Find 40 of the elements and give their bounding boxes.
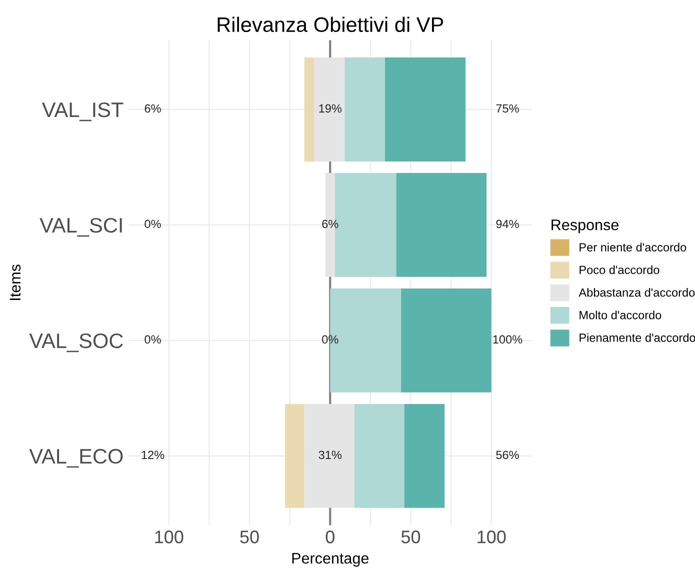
bar (304, 58, 314, 162)
bar (354, 404, 404, 508)
bar (314, 58, 345, 162)
bar (304, 404, 354, 508)
bar (396, 172, 487, 277)
x-tick-label: 100 (478, 530, 506, 544)
bar (284, 404, 304, 508)
x-tick-label: 0 (326, 530, 334, 544)
annotation: 0% (144, 335, 161, 344)
bar (404, 404, 445, 508)
bar (344, 58, 385, 162)
bar (384, 58, 466, 162)
legend-label: Molto d'accordo (580, 310, 662, 320)
annotation: 100% (493, 335, 522, 344)
annotation: 19% (319, 104, 342, 113)
annotation: 6% (144, 104, 161, 113)
annotation: 94% (496, 220, 519, 228)
annotation: 0% (322, 335, 338, 344)
bar (401, 288, 492, 392)
y-tick-label: VAL_SOC (29, 333, 123, 352)
y-axis-title: Items (10, 264, 21, 300)
legend-label: Per niente d'accordo (580, 242, 686, 252)
x-tick-label: 100 (155, 530, 184, 544)
x-tick-label: 50 (240, 530, 259, 544)
annotation: 0% (144, 220, 161, 228)
y-tick-label: VAL_SCI (40, 218, 122, 237)
y-tick-label: VAL_IST (42, 102, 124, 122)
y-tick-label: VAL_ECO (29, 448, 123, 468)
legend-label: Abbastanza d'accordo (578, 288, 695, 297)
annotation: 75% (496, 104, 519, 113)
annotation: 6% (322, 220, 338, 228)
chart-title: Rilevanza Obiettivi di VP (218, 16, 444, 32)
legend-label: Poco d'accordo (580, 265, 660, 274)
annotation: 31% (318, 450, 342, 460)
x-tick-label: 50 (401, 530, 420, 544)
legend-label: Pienamente d'accordo (580, 333, 695, 342)
legend-title: Response (552, 220, 618, 234)
annotation: 56% (496, 450, 519, 460)
x-axis-title: Percentage (292, 553, 369, 567)
annotation: 12% (142, 450, 164, 460)
